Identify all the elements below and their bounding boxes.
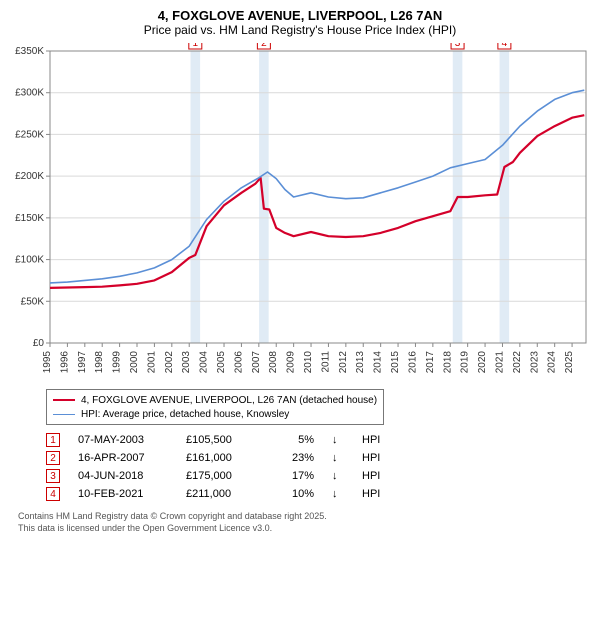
- title-block: 4, FOXGLOVE AVENUE, LIVERPOOL, L26 7AN P…: [8, 8, 592, 37]
- svg-text:2024: 2024: [547, 351, 558, 374]
- sale-date: 10-FEB-2021: [78, 488, 168, 500]
- svg-text:2007: 2007: [251, 351, 262, 374]
- svg-text:£250K: £250K: [15, 129, 44, 140]
- svg-text:2018: 2018: [442, 351, 453, 374]
- svg-text:2002: 2002: [164, 351, 175, 374]
- svg-text:2016: 2016: [407, 351, 418, 374]
- svg-text:£350K: £350K: [15, 46, 44, 57]
- legend-item: 4, FOXGLOVE AVENUE, LIVERPOOL, L26 7AN (…: [53, 393, 377, 407]
- svg-text:2005: 2005: [216, 351, 227, 374]
- sale-price: £175,000: [186, 470, 256, 482]
- svg-text:£100K: £100K: [15, 255, 44, 266]
- svg-text:1996: 1996: [59, 351, 70, 374]
- chart-container: 4, FOXGLOVE AVENUE, LIVERPOOL, L26 7AN P…: [0, 0, 600, 542]
- footnote-line1: Contains HM Land Registry data © Crown c…: [18, 511, 592, 523]
- svg-text:2015: 2015: [390, 351, 401, 374]
- title-address: 4, FOXGLOVE AVENUE, LIVERPOOL, L26 7AN: [8, 8, 592, 23]
- svg-text:2010: 2010: [303, 351, 314, 374]
- legend-swatch: [53, 399, 75, 401]
- svg-text:1: 1: [193, 43, 199, 49]
- svg-text:2004: 2004: [199, 351, 210, 374]
- sale-price: £161,000: [186, 452, 256, 464]
- legend-label: 4, FOXGLOVE AVENUE, LIVERPOOL, L26 7AN (…: [81, 395, 377, 406]
- sale-date: 04-JUN-2018: [78, 470, 168, 482]
- sale-marker: 3: [46, 469, 60, 483]
- svg-text:£50K: £50K: [21, 296, 45, 307]
- down-arrow-icon: ↓: [332, 452, 344, 464]
- svg-text:1998: 1998: [94, 351, 105, 374]
- svg-text:£150K: £150K: [15, 213, 44, 224]
- svg-text:2009: 2009: [286, 351, 297, 374]
- sale-events-table: 1 07-MAY-2003 £105,500 5% ↓ HPI 2 16-APR-2007 £1…: [46, 431, 592, 503]
- svg-text:2003: 2003: [181, 351, 192, 374]
- sale-marker: 4: [46, 487, 60, 501]
- sale-row: 1 07-MAY-2003 £105,500 5% ↓ HPI: [46, 431, 592, 449]
- sale-row: 4 10-FEB-2021 £211,000 10% ↓ HPI: [46, 485, 592, 503]
- svg-text:1997: 1997: [77, 351, 88, 374]
- sale-pct: 23%: [274, 452, 314, 464]
- svg-text:2020: 2020: [477, 351, 488, 374]
- sale-date: 07-MAY-2003: [78, 434, 168, 446]
- svg-text:2025: 2025: [564, 351, 575, 374]
- sale-marker: 1: [46, 433, 60, 447]
- legend-item: HPI: Average price, detached house, Know…: [53, 407, 377, 421]
- sale-marker: 2: [46, 451, 60, 465]
- sale-pct: 10%: [274, 488, 314, 500]
- svg-text:2013: 2013: [355, 351, 366, 374]
- svg-text:£300K: £300K: [15, 88, 44, 99]
- svg-text:1995: 1995: [42, 351, 53, 374]
- sale-hpi-label: HPI: [362, 470, 392, 482]
- svg-text:2000: 2000: [129, 351, 140, 374]
- legend-label: HPI: Average price, detached house, Know…: [81, 409, 289, 420]
- svg-text:4: 4: [502, 43, 508, 49]
- svg-text:2001: 2001: [146, 351, 157, 374]
- chart-area: £0 £50K £100K £150K £200K £250K £300K £350K 1995…: [8, 43, 592, 383]
- footnote: Contains HM Land Registry data © Crown c…: [18, 511, 592, 534]
- footnote-line2: This data is licensed under the Open Gov…: [18, 523, 592, 535]
- svg-text:3: 3: [455, 43, 461, 49]
- down-arrow-icon: ↓: [332, 488, 344, 500]
- svg-text:2022: 2022: [512, 351, 523, 374]
- sale-hpi-label: HPI: [362, 434, 392, 446]
- svg-text:£0: £0: [33, 338, 45, 349]
- svg-text:2008: 2008: [268, 351, 279, 374]
- svg-text:2006: 2006: [233, 351, 244, 374]
- sale-row: 3 04-JUN-2018 £175,000 17% ↓ HPI: [46, 467, 592, 485]
- svg-text:2017: 2017: [425, 351, 436, 374]
- down-arrow-icon: ↓: [332, 470, 344, 482]
- svg-text:2021: 2021: [494, 351, 505, 374]
- down-arrow-icon: ↓: [332, 434, 344, 446]
- svg-text:2014: 2014: [373, 351, 384, 374]
- svg-text:1999: 1999: [112, 351, 123, 374]
- svg-text:£200K: £200K: [15, 171, 44, 182]
- sale-price: £211,000: [186, 488, 256, 500]
- sale-hpi-label: HPI: [362, 488, 392, 500]
- sale-price: £105,500: [186, 434, 256, 446]
- legend: 4, FOXGLOVE AVENUE, LIVERPOOL, L26 7AN (…: [46, 389, 384, 425]
- svg-text:2023: 2023: [529, 351, 540, 374]
- sale-hpi-label: HPI: [362, 452, 392, 464]
- svg-text:2012: 2012: [338, 351, 349, 374]
- legend-swatch: [53, 414, 75, 415]
- sale-row: 2 16-APR-2007 £161,000 23% ↓ HPI: [46, 449, 592, 467]
- svg-text:2019: 2019: [460, 351, 471, 374]
- sale-pct: 5%: [274, 434, 314, 446]
- svg-text:2011: 2011: [320, 351, 331, 373]
- svg-text:2: 2: [261, 43, 267, 49]
- sale-date: 16-APR-2007: [78, 452, 168, 464]
- title-subtitle: Price paid vs. HM Land Registry's House …: [8, 23, 592, 37]
- line-chart-svg: £0 £50K £100K £150K £200K £250K £300K £350K 1995…: [8, 43, 592, 383]
- sale-pct: 17%: [274, 470, 314, 482]
